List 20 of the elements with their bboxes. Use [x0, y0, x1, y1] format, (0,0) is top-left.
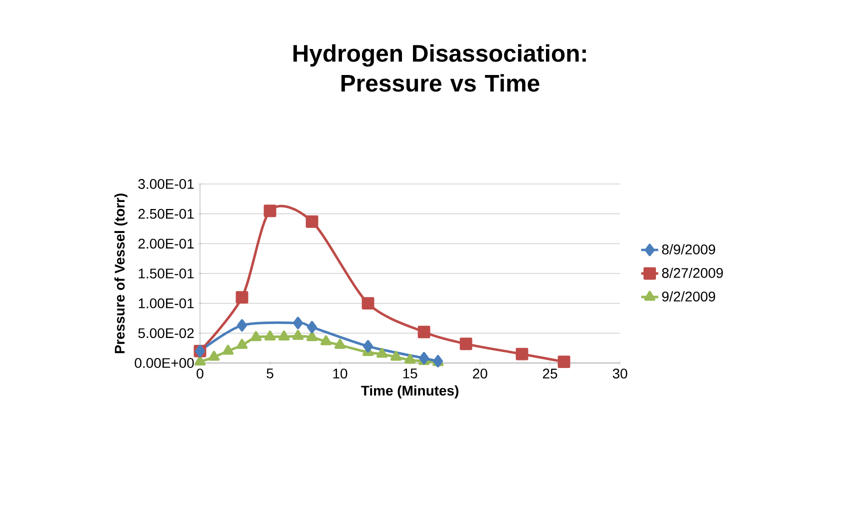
x-axis-title: Time (Minutes)	[361, 385, 458, 398]
y-tick-label: 2.50E-01	[138, 208, 194, 219]
x-tick-label: 5	[266, 368, 274, 378]
x-tick-label: 25	[542, 368, 558, 379]
y-tick-label: 1.00E-01	[138, 298, 194, 308]
x-tick-label: 30	[612, 368, 628, 379]
x-tick-label: 15	[403, 368, 418, 378]
y-tick-label: 5.00E-02	[138, 328, 194, 338]
x-tick-label: 0	[196, 368, 204, 379]
y-tick-label: 3.00E-01	[138, 179, 194, 189]
y-tick-label: 0.00E+00	[134, 358, 194, 368]
chart-title: Hydrogen Disassociation: Pressure vs Time	[293, 44, 586, 92]
x-tick-label: 20	[472, 368, 488, 379]
y-tick-label: 1.50E-01	[138, 268, 194, 278]
y-tick-label: 2.00E-01	[138, 238, 194, 249]
legend-label: 8/27/2009	[662, 268, 723, 278]
y-axis-title: Pressure of Vessel (torr)	[114, 194, 128, 354]
legend-label: 9/2/2009	[662, 291, 716, 302]
x-tick-label: 10	[333, 368, 348, 379]
legend-label: 8/9/2009	[662, 244, 716, 254]
